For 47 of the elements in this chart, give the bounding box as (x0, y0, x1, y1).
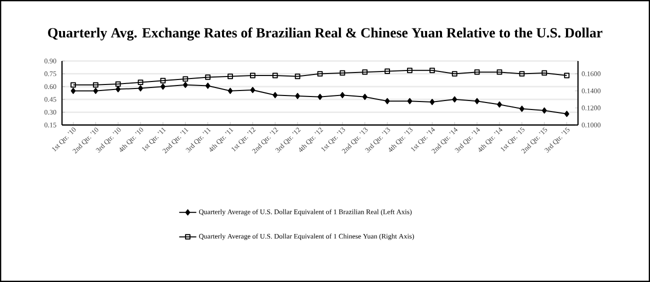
point (272, 72, 278, 78)
point (542, 107, 547, 114)
point (116, 86, 121, 92)
point (228, 88, 233, 94)
point (294, 74, 300, 80)
point (474, 98, 480, 104)
point (497, 101, 502, 108)
point (542, 70, 548, 76)
point (384, 98, 390, 104)
point (160, 84, 166, 90)
point (92, 82, 98, 88)
point (182, 76, 188, 82)
point (362, 69, 368, 75)
point (93, 88, 98, 94)
point (317, 71, 323, 77)
point (340, 92, 345, 98)
point (70, 88, 76, 94)
point (272, 92, 278, 98)
point (384, 68, 390, 74)
point (182, 82, 188, 88)
point (138, 85, 143, 92)
point (564, 110, 570, 118)
chart-title: Quarterly Avg. Exchange Rates of Brazilian Real & Chinese Yuan Relative to the U.S. Dollar (48, 28, 602, 40)
point (519, 106, 524, 112)
point (205, 82, 210, 89)
point (452, 71, 458, 77)
point (429, 68, 435, 74)
point (362, 94, 368, 100)
point (407, 68, 412, 74)
point (340, 70, 346, 76)
point (295, 92, 300, 100)
point (407, 98, 412, 104)
point (474, 69, 480, 75)
point (205, 74, 211, 80)
point (519, 71, 525, 77)
point (496, 69, 502, 75)
point (452, 96, 458, 103)
point (318, 94, 322, 100)
point (564, 72, 570, 78)
point (250, 72, 256, 78)
point (160, 78, 166, 84)
point (115, 81, 121, 87)
point (138, 80, 144, 86)
point (430, 98, 435, 106)
point (228, 74, 233, 80)
point (250, 86, 256, 94)
point (70, 82, 76, 88)
